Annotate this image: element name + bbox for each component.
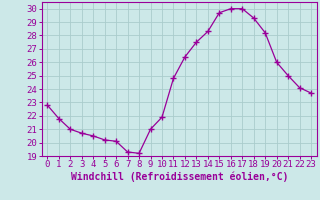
X-axis label: Windchill (Refroidissement éolien,°C): Windchill (Refroidissement éolien,°C): [70, 172, 288, 182]
